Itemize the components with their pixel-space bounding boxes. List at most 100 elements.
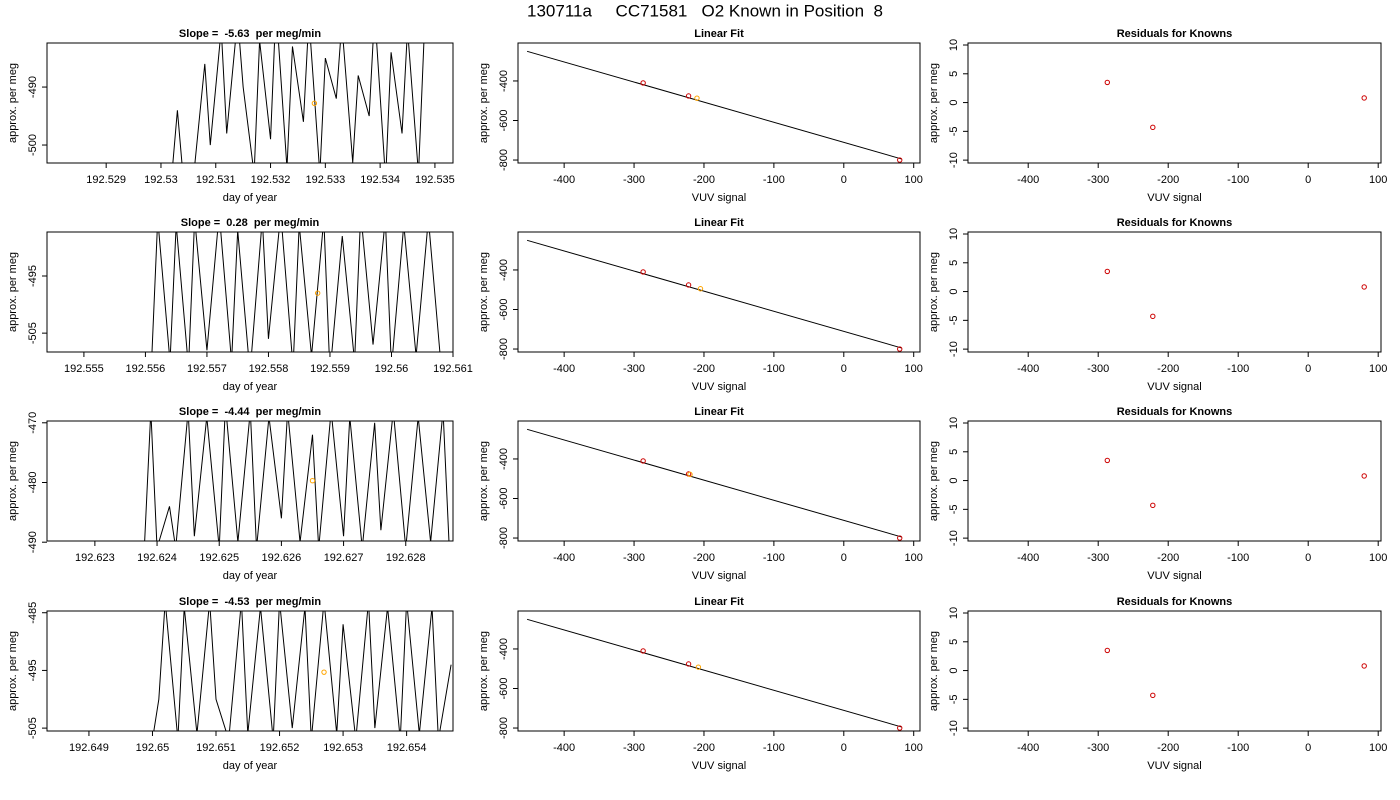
y-tick-label: -800 — [498, 527, 510, 549]
x-tick-label: 192.628 — [386, 552, 426, 564]
panel-title: Linear Fit — [694, 28, 744, 40]
x-tick-label: -200 — [1157, 742, 1179, 754]
x-tick-label: -100 — [1227, 363, 1249, 375]
y-tick-label: -505 — [27, 717, 39, 739]
x-tick-label: 192.529 — [86, 174, 126, 186]
panel-title: Residuals for Knowns — [1117, 28, 1233, 40]
point — [687, 471, 693, 478]
plot-frame — [967, 42, 1382, 164]
x-tick-label: 100 — [905, 174, 923, 186]
y-axis-label: approx. per meg — [928, 441, 940, 521]
y-axis-label: approx. per meg — [7, 63, 19, 143]
y-tick-label: -10 — [948, 720, 960, 736]
point — [640, 458, 646, 464]
y-tick-label: 0 — [948, 100, 960, 106]
plot-frame — [46, 42, 454, 164]
plot-area — [151, 232, 441, 352]
point — [1150, 692, 1156, 699]
y-axis-label: approx. per meg — [478, 63, 490, 143]
x-axis-label: VUV signal — [1147, 570, 1201, 582]
x-axis-label: VUV signal — [692, 760, 746, 772]
x-tick-label: -300 — [623, 552, 645, 564]
panel-title: Slope = 0.28 per meg/min — [181, 217, 320, 229]
panel: Residuals for Knowns VUV signal approx. pe… — [928, 217, 1387, 393]
x-tick-label: 192.535 — [415, 174, 455, 186]
x-tick-label: 192.625 — [199, 552, 239, 564]
x-tick-label: -300 — [1087, 363, 1109, 375]
x-tick-label: 192.533 — [305, 174, 345, 186]
point — [685, 661, 692, 667]
point — [640, 648, 646, 654]
point — [309, 478, 316, 484]
x-axis-label: VUV signal — [1147, 381, 1201, 393]
point — [1104, 647, 1111, 654]
x-tick-label: -100 — [763, 363, 785, 375]
y-axis-label: approx. per meg — [928, 631, 940, 711]
x-axis-label: day of year — [223, 760, 278, 772]
x-tick-label: 192.559 — [310, 363, 350, 375]
x-tick-label: 192.53 — [144, 174, 178, 186]
x-tick-label: -300 — [1087, 174, 1109, 186]
y-tick-label: -5 — [948, 126, 960, 136]
x-tick-label: -300 — [623, 174, 645, 186]
x-tick-label: 192.56 — [375, 363, 409, 375]
panel: Residuals for Knowns VUV signal approx. pe… — [928, 596, 1387, 772]
y-axis-label: approx. per meg — [7, 631, 19, 711]
plot-frame — [46, 610, 454, 732]
panel: Linear Fit VUV signal approx. per meg -400 -… — [478, 217, 923, 393]
y-tick-label: -490 — [27, 531, 39, 553]
point — [1361, 284, 1367, 290]
x-tick-label: -200 — [1157, 363, 1179, 375]
x-axis-label: day of year — [223, 381, 278, 393]
y-tick-label: -400 — [498, 448, 510, 470]
y-axis-label: approx. per meg — [478, 252, 490, 332]
panel: Residuals for Knowns VUV signal approx. pe… — [928, 406, 1387, 582]
x-tick-label: 192.534 — [360, 174, 400, 186]
y-tick-label: -505 — [27, 322, 39, 344]
x-tick-label: 0 — [841, 552, 847, 564]
x-tick-label: 0 — [841, 363, 847, 375]
y-tick-label: 5 — [948, 639, 960, 645]
y-tick-label: -10 — [948, 530, 960, 546]
x-tick-label: -300 — [623, 742, 645, 754]
x-axis-label: VUV signal — [692, 570, 746, 582]
y-tick-label: -800 — [498, 149, 510, 171]
panel: Linear Fit VUV signal approx. per meg -400 -… — [478, 28, 923, 204]
plot-area — [526, 618, 902, 728]
x-tick-label: 192.651 — [196, 742, 236, 754]
point — [1361, 663, 1367, 669]
x-tick-label: 0 — [841, 742, 847, 754]
x-axis-label: day of year — [223, 192, 278, 204]
x-tick-label: 192.652 — [260, 742, 300, 754]
panel-title: Residuals for Knowns — [1117, 596, 1233, 608]
x-tick-label: -200 — [693, 742, 715, 754]
x-tick-label: -100 — [1227, 174, 1249, 186]
x-tick-label: -300 — [1087, 742, 1109, 754]
x-tick-label: 100 — [905, 552, 923, 564]
x-tick-label: -100 — [1227, 552, 1249, 564]
x-tick-label: -300 — [623, 363, 645, 375]
point — [314, 290, 321, 296]
x-tick-label: 192.654 — [387, 742, 427, 754]
point — [1104, 79, 1111, 86]
x-tick-label: -200 — [693, 552, 715, 564]
y-tick-label: -490 — [27, 76, 39, 98]
x-tick-label: 0 — [1305, 363, 1311, 375]
y-tick-label: -500 — [27, 134, 39, 156]
y-axis-label: approx. per meg — [7, 252, 19, 332]
panel: Slope = -4.44 per meg/min day of year appr… — [7, 406, 454, 582]
y-tick-label: -485 — [27, 602, 39, 624]
plot-frame — [46, 420, 454, 542]
y-axis-label: approx. per meg — [478, 631, 490, 711]
x-axis-label: VUV signal — [1147, 192, 1201, 204]
y-tick-label: -10 — [948, 341, 960, 357]
x-tick-label: 192.626 — [262, 552, 302, 564]
plot-frame — [46, 231, 454, 353]
panel: Slope = 0.28 per meg/min day of year appro… — [7, 217, 473, 393]
x-tick-label: -400 — [553, 742, 575, 754]
panel-title: Slope = -4.53 per meg/min — [179, 596, 321, 608]
x-tick-label: 100 — [1369, 174, 1387, 186]
point — [640, 80, 646, 86]
